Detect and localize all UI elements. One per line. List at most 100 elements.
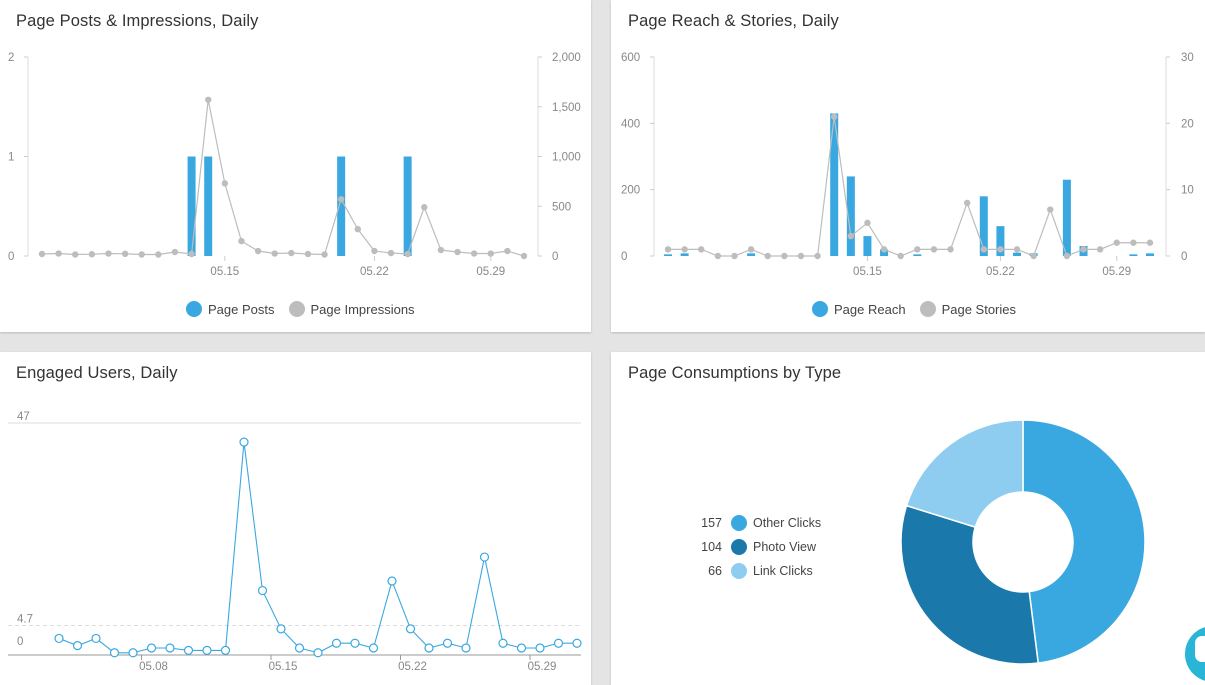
point-page-impressions [188,250,195,258]
point-page-impressions [371,247,378,255]
point-page-stories [980,246,987,253]
chart-title: Page Consumptions by Type [628,364,842,382]
point-page-impressions [121,250,129,258]
point-page-impressions [138,251,145,258]
y-left-tick-label: 600 [621,52,640,64]
chart-title: Page Reach & Stories, Daily [628,12,839,30]
legend-item-page-stories[interactable]: Page Stories [919,301,1016,317]
point-page-stories [781,252,788,260]
point-page-stories [698,246,705,253]
bar-page-posts [204,156,213,256]
y-right-tick-label: 0 [552,251,558,263]
point-page-impressions [337,196,345,203]
x-tick-label: 05.15 [853,266,882,278]
y-left-tick-label: 1 [8,152,14,164]
point-page-impressions [520,252,528,260]
point-page-stories [1013,246,1021,253]
x-tick-label: 05.29 [1102,266,1131,278]
posts-impressions-card: Page Posts & Impressions, Daily 0 1 2 0 500 1… [0,0,591,332]
pie-legend-item-photo-view[interactable]: 104 Photo View [690,535,821,559]
legend-label: Page Posts [208,301,275,317]
point-engaged-users [294,643,305,653]
legend-item-page-impressions[interactable]: Page Impressions [288,301,415,317]
point-page-stories [930,246,938,253]
pie-legend: 157 Other Clicks 104 Photo View 66 Link Cli… [690,511,821,583]
bar-page-reach [996,226,1005,256]
point-page-impressions [105,250,112,257]
point-page-stories [1146,239,1154,246]
point-engaged-users [479,552,490,562]
y-left-tick-label: 200 [621,185,640,197]
reach-stories-chart: 0 200 400 600 0 10 20 30 05.15 05.22 05.29 [621,52,1194,278]
point-page-stories [847,232,855,240]
slice-photo-view [900,504,1040,665]
y-right-tick-label: 500 [552,201,571,213]
point-engaged-users [387,576,397,586]
y-right-tick-label: 2,000 [552,52,581,64]
x-tick-label: 05.29 [528,661,557,673]
bar-page-reach [1062,179,1071,256]
point-page-stories [831,113,838,120]
point-engaged-users [553,638,564,648]
bar-page-reach [680,253,689,256]
point-engaged-users [91,633,101,644]
posts-impressions-chart: 0 1 2 0 500 1,000 1,500 2,000 05.15 05.22 05.29 [8,52,581,278]
point-page-stories [747,246,755,253]
chart-legend: Page Reach Page Stories [812,301,1030,317]
x-tick-label: 05.08 [139,661,168,673]
pie-legend-item-link-clicks[interactable]: 66 Link Clicks [690,559,821,583]
bar-page-posts [403,156,412,256]
chart-title: Page Posts & Impressions, Daily [16,12,259,30]
bar-page-reach [880,249,889,256]
point-engaged-users [424,643,434,653]
chat-widget-button[interactable] [1185,626,1205,682]
point-engaged-users [109,648,120,658]
x-tick-label: 05.22 [360,266,389,278]
bar-page-reach [830,113,839,256]
bar-page-posts [337,156,346,256]
x-tick-label: 05.29 [476,266,505,278]
legend-dot [919,301,936,317]
point-page-impressions [504,247,511,255]
point-page-stories [963,199,971,207]
legend-dot [731,539,747,555]
point-engaged-users [257,585,268,596]
y-tick-label: 0 [17,636,23,648]
legend-value: 157 [701,516,722,530]
series-line-page-impressions [41,99,525,257]
pie-legend-item-other-clicks[interactable]: 157 Other Clicks [690,511,821,535]
point-page-impressions [421,204,428,211]
y-left-tick-label: 0 [621,251,627,263]
legend-label: Page Reach [834,301,906,317]
point-page-stories [880,246,888,253]
point-page-stories [997,246,1004,253]
point-engaged-users [313,648,323,658]
point-engaged-users [220,645,231,655]
reach-stories-card: Page Reach & Stories, Daily 0 200 400 600 0 1… [611,0,1205,332]
engaged-users-card: Engaged Users, Daily 0 4.7 47 05.08 05.15 05.… [0,352,591,685]
y-right-tick-label: 0 [1181,251,1187,263]
chart-title: Engaged Users, Daily [16,364,178,382]
y-tick-label: 4.7 [17,614,33,626]
legend-value: 66 [708,564,722,578]
point-page-impressions [254,247,262,255]
legend-item-page-reach[interactable]: Page Reach [812,301,906,317]
point-engaged-users [276,624,286,634]
point-page-stories [1130,239,1137,246]
point-engaged-users [535,643,545,653]
series-line-page-stories [668,116,1150,257]
point-page-stories [947,246,954,253]
y-left-tick-label: 400 [621,118,640,130]
point-page-stories [864,219,871,227]
point-engaged-users [331,638,342,648]
page-consumptions-card: Page Consumptions by Type [611,352,1205,685]
bar-page-reach [863,236,872,256]
y-right-tick-label: 20 [1181,118,1194,130]
legend-item-page-posts[interactable]: Page Posts [186,301,275,317]
slice-link-clicks [905,419,1024,529]
legend-dot [731,515,747,531]
bar-page-posts [187,156,196,256]
point-page-impressions [437,246,445,254]
bar-page-reach [1146,253,1154,256]
point-page-impressions [205,96,212,103]
